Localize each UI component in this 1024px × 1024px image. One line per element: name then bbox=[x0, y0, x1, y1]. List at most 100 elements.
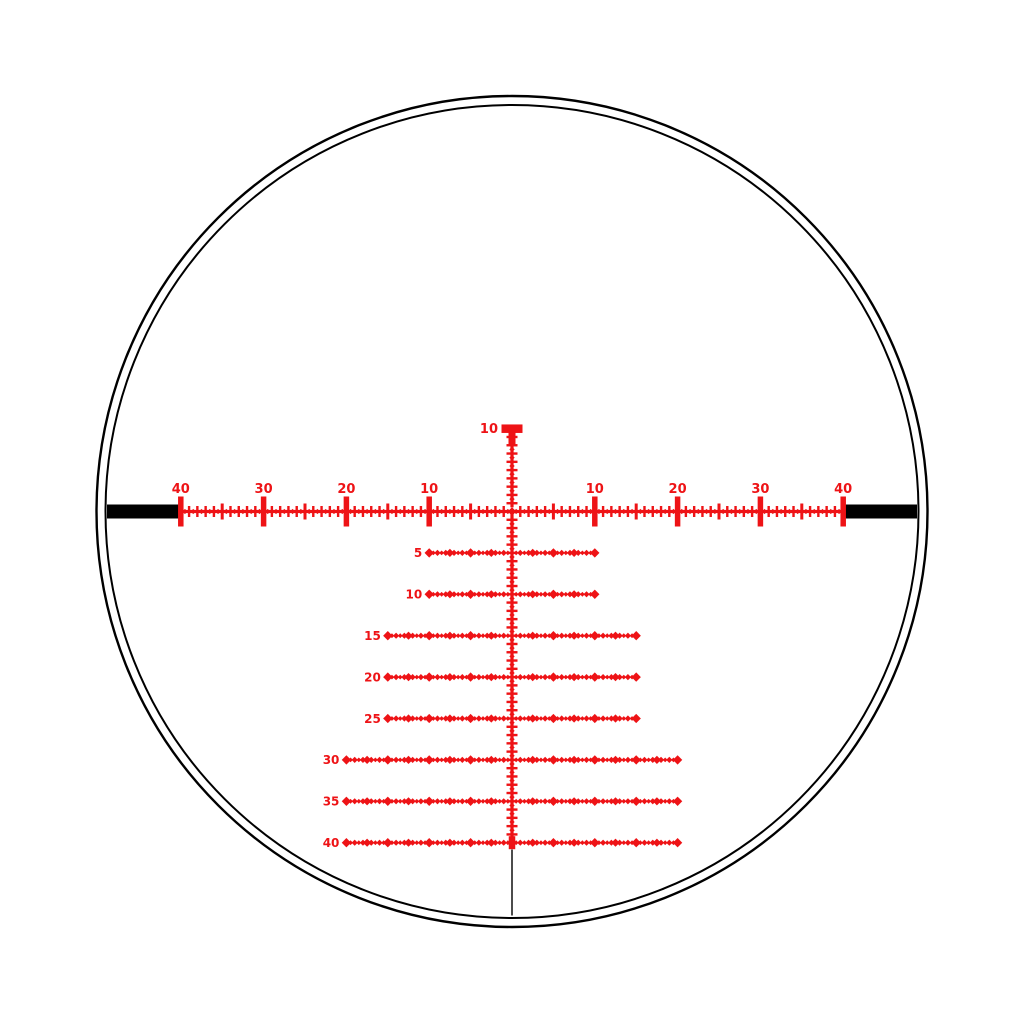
windage-unit-tick bbox=[187, 506, 191, 517]
elevation-unit-tick bbox=[506, 750, 518, 753]
elevation-top-label: 10 bbox=[480, 422, 498, 437]
tree-dot bbox=[417, 632, 425, 639]
windage-half-dot bbox=[223, 508, 230, 515]
tree-dot bbox=[608, 756, 615, 764]
tree-dot bbox=[624, 715, 632, 722]
tree-dot bbox=[500, 839, 507, 846]
tree-dot bbox=[362, 838, 372, 847]
tree-dot bbox=[533, 756, 540, 764]
tree-dot bbox=[641, 756, 648, 764]
tree-dot bbox=[637, 798, 643, 804]
windage-unit-tick bbox=[726, 506, 729, 517]
elevation-half-dot bbox=[509, 728, 515, 734]
tree-dot bbox=[611, 714, 620, 723]
elevation-half-dot bbox=[509, 653, 515, 660]
tree-dot bbox=[566, 632, 574, 639]
tree-dot bbox=[465, 713, 476, 724]
tree-dot bbox=[611, 631, 620, 640]
windage-unit-tick bbox=[295, 506, 298, 517]
tree-dot bbox=[590, 589, 600, 599]
tree-dot bbox=[528, 590, 537, 599]
tree-dot bbox=[528, 631, 537, 640]
tree-dot bbox=[583, 798, 590, 805]
windage-label-right-10: 10 bbox=[586, 482, 604, 497]
elevation-unit-tick bbox=[506, 551, 518, 555]
tree-dot bbox=[525, 632, 532, 639]
windage-half-dot bbox=[662, 508, 668, 515]
windage-half-dot bbox=[314, 508, 321, 515]
windage-unit-tick bbox=[568, 506, 572, 517]
tree-dot bbox=[569, 631, 579, 640]
tree-dot bbox=[445, 755, 455, 765]
tree-dot bbox=[409, 715, 416, 722]
tree-dot bbox=[522, 798, 527, 804]
tree-dot bbox=[513, 591, 519, 597]
tree-dot bbox=[522, 840, 527, 846]
tree-dot bbox=[646, 798, 652, 804]
elevation-unit-tick bbox=[506, 452, 518, 455]
windage-unit-tick bbox=[494, 506, 497, 517]
tree-dot bbox=[442, 756, 449, 764]
holdover-tree: 5 10 15 20 25 30 35 40 bbox=[323, 546, 683, 850]
tree-dot bbox=[599, 798, 607, 805]
tree-dot bbox=[558, 632, 565, 639]
windage-half-dot bbox=[331, 508, 337, 515]
tree-dot bbox=[475, 715, 482, 722]
tree-dot bbox=[579, 716, 585, 721]
windage-unit-tick bbox=[833, 506, 837, 517]
windage-half-dot bbox=[737, 508, 743, 515]
tree-dot bbox=[563, 716, 569, 721]
elevation-unit-tick bbox=[506, 460, 518, 464]
tree-dot bbox=[492, 591, 499, 598]
tree-dot bbox=[492, 549, 499, 557]
tree-dot bbox=[513, 757, 519, 763]
tree-dot bbox=[383, 755, 393, 765]
windage-half-dot bbox=[695, 508, 701, 515]
tree-dot bbox=[558, 673, 565, 681]
windage-unit-tick bbox=[701, 506, 704, 517]
tree-dot bbox=[522, 757, 527, 763]
scope-outline bbox=[95, 94, 929, 929]
elevation-half-dot bbox=[509, 637, 515, 643]
tree-dot bbox=[666, 839, 673, 846]
windage-unit-tick bbox=[328, 506, 332, 517]
tree-dot bbox=[383, 672, 393, 682]
tree-dot bbox=[575, 549, 582, 557]
tree-row-15: 15 bbox=[364, 629, 641, 643]
elevation-half-dot bbox=[509, 438, 515, 444]
tree-dot bbox=[599, 673, 607, 681]
tree-dot bbox=[608, 673, 615, 681]
windage-half-dot bbox=[273, 508, 279, 515]
tree-dot bbox=[341, 838, 352, 848]
windage-half-dot bbox=[438, 508, 445, 515]
tree-dot bbox=[608, 839, 615, 846]
tree-dot bbox=[404, 631, 413, 640]
windage-half-dot bbox=[198, 508, 205, 515]
windage-half-dot bbox=[546, 508, 552, 515]
elevation-unit-tick bbox=[506, 758, 518, 762]
elevation-unit-tick bbox=[506, 833, 518, 836]
tree-dot bbox=[542, 549, 549, 557]
elevation-half-dot bbox=[509, 612, 515, 618]
windage-half-dot bbox=[182, 508, 188, 515]
tree-dot bbox=[442, 715, 449, 722]
tree-dot bbox=[459, 798, 466, 805]
tree-dot bbox=[492, 839, 499, 846]
tree-dot bbox=[487, 631, 496, 640]
windage-half-dot bbox=[538, 508, 544, 515]
tree-dot bbox=[465, 672, 476, 682]
tree-dot bbox=[579, 674, 585, 680]
windage-unit-tick bbox=[643, 506, 646, 517]
elevation-unit-tick bbox=[506, 559, 518, 563]
tree-dot bbox=[500, 632, 507, 639]
tree-dot bbox=[649, 839, 656, 846]
elevation-half-dot bbox=[509, 794, 515, 800]
tree-dot bbox=[424, 713, 434, 724]
tree-dot bbox=[579, 757, 585, 763]
tree-dot bbox=[404, 838, 413, 847]
windage-half-dot bbox=[215, 508, 221, 515]
tree-dot bbox=[522, 591, 527, 597]
tree-dot bbox=[579, 840, 585, 846]
elevation-unit-tick bbox=[506, 593, 518, 596]
elevation-unit-tick bbox=[506, 692, 518, 695]
